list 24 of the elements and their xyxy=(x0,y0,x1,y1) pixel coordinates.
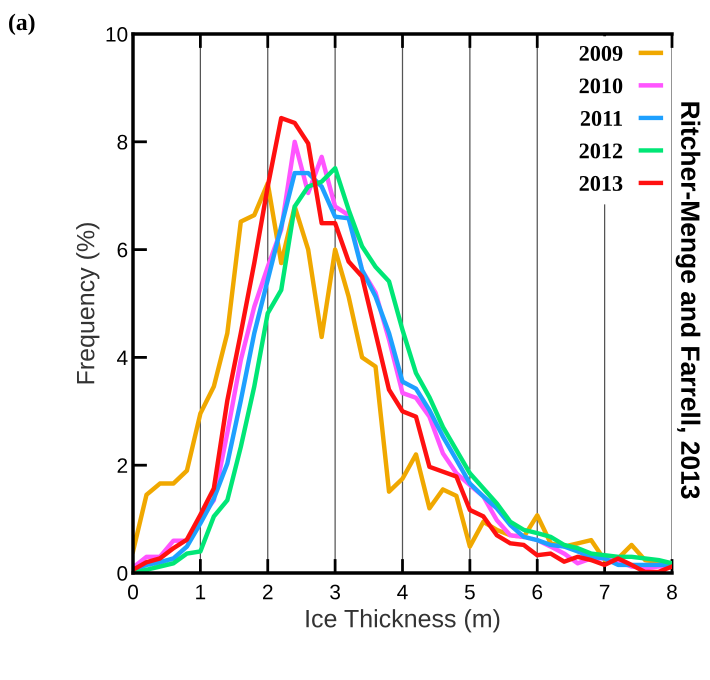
y-tick-label: 6 xyxy=(118,242,128,258)
x-tick-label: 2 xyxy=(263,584,272,600)
text: Ritcher-Menge and Farrell, 2013 xyxy=(676,102,700,499)
x-tick-label: 1 xyxy=(196,584,206,600)
y-tick-label: 8 xyxy=(117,134,128,150)
x-axis-title: Ice Thickness (m) xyxy=(306,609,500,632)
x-tick-label: 4 xyxy=(397,584,408,600)
y-tick-label: 10 xyxy=(106,27,128,42)
y-tick-label: 2 xyxy=(118,458,128,473)
legend-label: 2013 xyxy=(580,176,622,191)
y-tick-label: 4 xyxy=(117,350,128,365)
x-tick-label: 3 xyxy=(330,584,340,600)
y-tick-label: 0 xyxy=(117,566,128,581)
x-tick-label: 8 xyxy=(667,584,677,600)
text: (a) xyxy=(9,14,34,36)
legend-label: 2011 xyxy=(580,110,622,126)
x-tick-label: 6 xyxy=(532,584,542,600)
legend-label: 2010 xyxy=(580,78,622,94)
x-tick-label: 5 xyxy=(464,584,475,600)
legend-label: 2012 xyxy=(580,143,622,158)
x-tick-label: 7 xyxy=(600,584,610,600)
legend-label: 2009 xyxy=(580,46,622,61)
x-tick-label: 0 xyxy=(128,584,138,600)
y-axis-title: Frequency (%) xyxy=(76,223,100,384)
